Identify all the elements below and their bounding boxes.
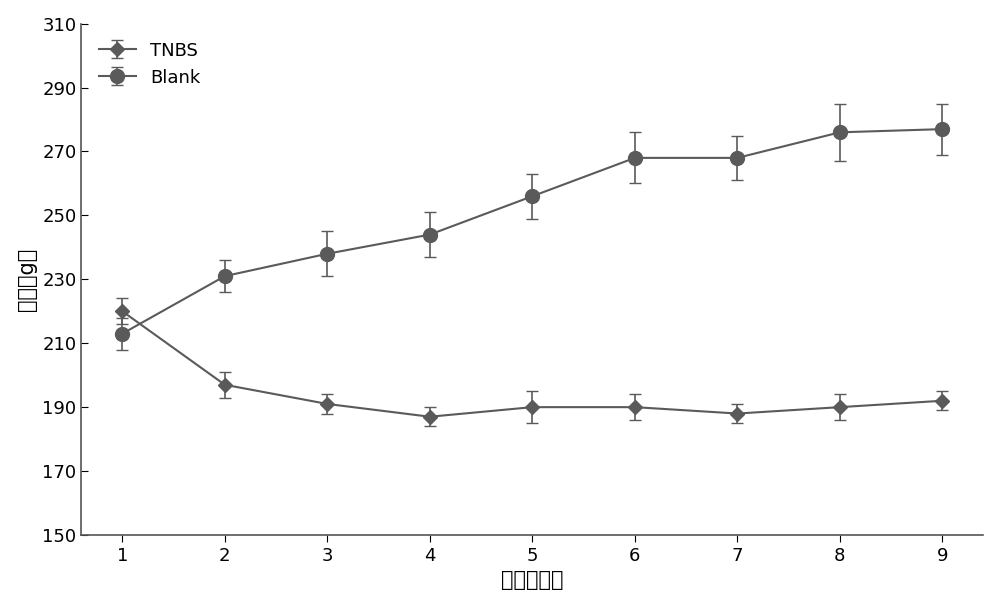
Legend: TNBS, Blank: TNBS, Blank [90, 33, 209, 97]
X-axis label: 时间（天）: 时间（天） [501, 571, 564, 591]
Y-axis label: 重量（g）: 重量（g） [17, 248, 37, 311]
